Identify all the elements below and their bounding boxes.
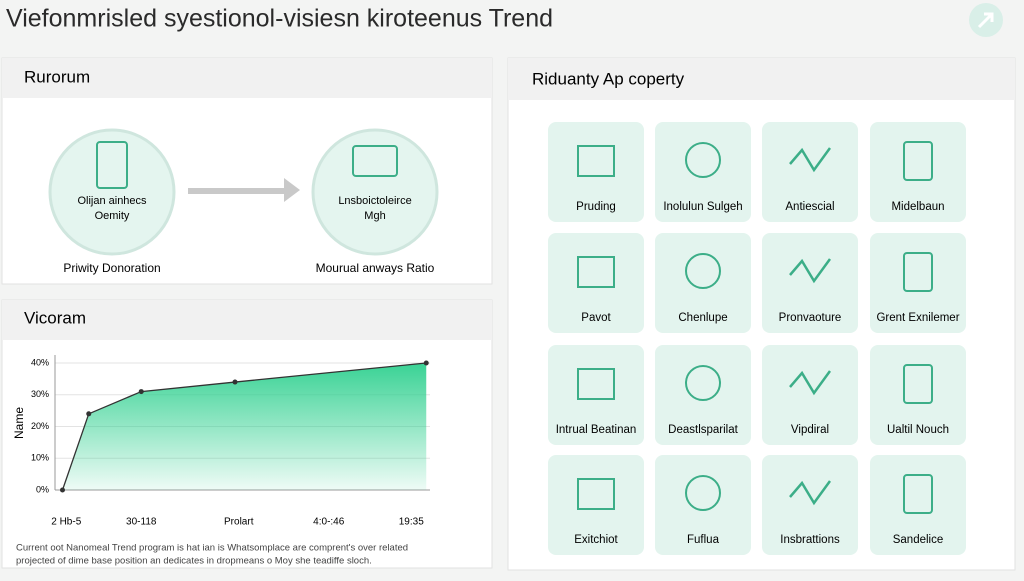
app-card[interactable] — [870, 345, 966, 445]
app-icon — [577, 478, 615, 510]
app-icon — [903, 364, 933, 404]
data-point — [86, 411, 92, 417]
app-icon — [903, 252, 933, 292]
app-icon — [789, 147, 832, 173]
panel-title: Vicoram — [24, 308, 86, 327]
app-card[interactable] — [762, 455, 858, 555]
node-caption: Priwity Donoration — [63, 261, 160, 275]
app-label: Chenlupe — [678, 312, 727, 324]
app-label: Inolulun Sulgeh — [663, 201, 742, 213]
y-axis-label: Name — [12, 407, 26, 439]
x-tick-label: 19:35 — [399, 517, 424, 528]
data-point — [138, 389, 144, 395]
app-icon — [685, 253, 721, 289]
page-title: Viefonmrisled syestionol-visiesn kirotee… — [6, 5, 553, 33]
app-label: Fuflua — [687, 534, 720, 546]
app-label: Intrual Beatinan — [556, 424, 637, 436]
panel-header — [508, 58, 1015, 100]
flow-node — [48, 128, 176, 256]
app-card[interactable] — [655, 233, 751, 333]
panel-header — [2, 58, 492, 98]
node-label: Mgh — [364, 210, 385, 222]
x-tick-label: 4:0-:46 — [313, 517, 345, 528]
app-label: Antiescial — [785, 201, 834, 213]
y-tick-label: 20% — [31, 421, 49, 431]
app-label: Exitchiot — [574, 534, 618, 546]
node-label: Lnsboictoleirce — [338, 195, 411, 207]
node-icon — [352, 145, 398, 177]
app-icon — [577, 368, 615, 400]
app-card[interactable] — [548, 455, 644, 555]
flow-node — [311, 128, 439, 256]
panel-title: Riduanty Ap coperty — [532, 69, 685, 88]
app-icon — [789, 370, 832, 396]
app-icon — [903, 474, 933, 514]
app-icon — [685, 142, 721, 178]
app-grid: Pruding Inolulun Sulgeh Antiescial Midelbau… — [548, 122, 966, 555]
app-card[interactable] — [655, 345, 751, 445]
y-tick-label: 30% — [31, 389, 49, 399]
data-point — [232, 379, 238, 385]
x-tick-label: 30-118 — [126, 517, 157, 528]
app-card[interactable] — [548, 233, 644, 333]
app-label: Pruding — [576, 201, 616, 213]
app-icon — [903, 141, 933, 181]
x-tick-label: 2 Hb-5 — [51, 517, 81, 528]
app-icon — [685, 475, 721, 511]
app-label: Vipdiral — [791, 424, 829, 436]
app-icon — [577, 145, 615, 177]
app-label: Sandelice — [893, 534, 944, 546]
app-icon — [789, 480, 832, 506]
app-label: Insbrattions — [780, 534, 840, 546]
data-point — [423, 360, 429, 366]
app-card[interactable] — [548, 122, 644, 222]
area — [62, 363, 427, 490]
app-label: Deastlsparilat — [668, 424, 738, 436]
app-card[interactable] — [870, 455, 966, 555]
app-card[interactable] — [548, 345, 644, 445]
app-card[interactable] — [762, 122, 858, 222]
flow-arrow — [188, 178, 300, 202]
app-icon — [685, 365, 721, 401]
node-caption: Mourual anways Ratio — [316, 261, 435, 275]
app-card[interactable] — [870, 122, 966, 222]
data-point — [60, 487, 65, 493]
node-icon — [96, 141, 128, 189]
app-card[interactable] — [762, 233, 858, 333]
action-icon — [977, 12, 994, 29]
note: Current oot Nanomeal Trend program is ha… — [16, 543, 408, 554]
app-card[interactable] — [655, 455, 751, 555]
x-tick-label: Prolart — [224, 517, 254, 528]
y-tick-label: 10% — [31, 453, 49, 463]
app-label: Pronvaoture — [779, 312, 842, 324]
node-label: Oemity — [95, 210, 130, 222]
y-tick-label: 40% — [31, 357, 49, 367]
app-card[interactable] — [762, 345, 858, 445]
app-icon — [789, 258, 832, 284]
app-icon — [577, 256, 615, 288]
app-label: Grent Exnilemer — [876, 312, 959, 324]
trend-chart: 0% 10% 20% 30% 40% 2 Hb-5 30-118 Prolart 4:0-:46… — [31, 355, 430, 528]
y-tick-label: 0% — [36, 484, 49, 494]
app-label: Midelbaun — [891, 201, 944, 213]
app-card[interactable] — [655, 122, 751, 222]
app-label: Pavot — [581, 312, 611, 324]
panel-title: Rurorum — [24, 67, 90, 86]
panel-header — [2, 300, 492, 340]
node-label: Olijan ainhecs — [77, 195, 147, 207]
app-card[interactable] — [870, 233, 966, 333]
note: projected of dime base position an dedic… — [16, 556, 372, 567]
app-label: Ualtil Nouch — [887, 424, 949, 436]
